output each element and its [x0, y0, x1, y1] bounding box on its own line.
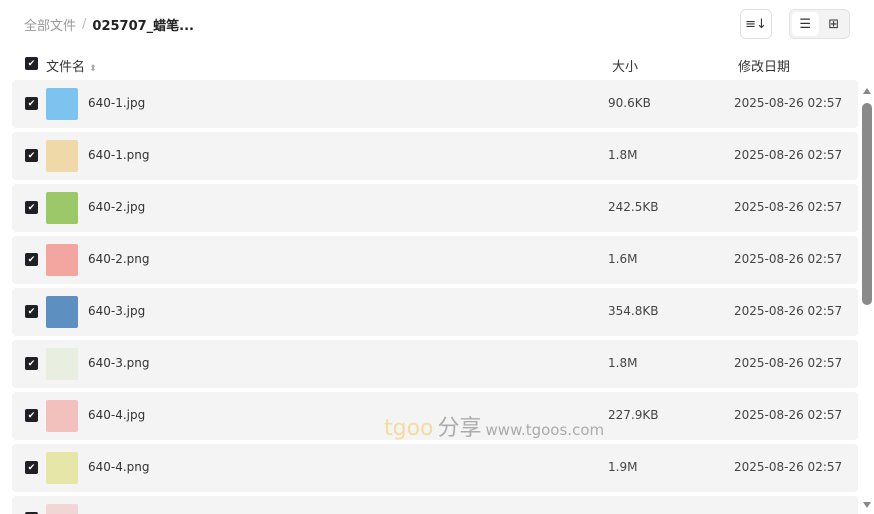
row-checkbox[interactable]: ✔: [25, 305, 38, 318]
row-checkbox[interactable]: ✔: [25, 461, 38, 474]
watermark-logo: tgoo 分享 www.tgoos.com: [384, 410, 604, 442]
file-size: 1.9M: [608, 460, 638, 474]
row-checkbox[interactable]: ✔: [25, 512, 38, 514]
breadcrumb-root[interactable]: 全部文件: [24, 19, 77, 34]
file-thumbnail: [46, 504, 78, 514]
file-name[interactable]: 640-2.jpg: [88, 200, 146, 214]
file-row[interactable]: ✔ 640-1.png 1.8M 2025-08-26 02:57: [12, 132, 858, 180]
sort-button[interactable]: ≡↓: [740, 9, 772, 39]
file-date: 2025-08-26 02:57: [734, 460, 843, 474]
table-header: ✔ 文件名 ⬍ 大小 修改日期: [0, 54, 874, 75]
file-row[interactable]: ✔ 640-4.jpg 227.9KB 2025-08-26 02:57: [12, 392, 858, 440]
watermark-url: www.tgoos.com: [485, 421, 605, 439]
row-checkbox[interactable]: ✔: [25, 149, 38, 162]
file-date: 2025-08-26 02:57: [734, 408, 843, 422]
column-size: 大小: [612, 60, 639, 75]
file-thumbnail: [46, 296, 78, 328]
file-row[interactable]: ✔ 640-3.jpg 354.8KB 2025-08-26 02:57: [12, 288, 858, 336]
file-thumbnail: [46, 140, 78, 172]
file-row[interactable]: ✔ 640-3.png 1.8M 2025-08-26 02:57: [12, 340, 858, 388]
file-size: 1.8M: [608, 356, 638, 370]
row-checkbox[interactable]: ✔: [25, 409, 38, 422]
file-list: ✔ 640-1.jpg 90.6KB 2025-08-26 02:57 ✔ 640…: [12, 80, 858, 514]
file-thumbnail: [46, 400, 78, 432]
file-date: 2025-08-26 02:57: [734, 96, 843, 110]
file-thumbnail: [46, 244, 78, 276]
file-size: 242.5KB: [608, 200, 659, 214]
file-row[interactable]: ✔ 640-2.jpg 242.5KB 2025-08-26 02:57: [12, 184, 858, 232]
grid-view-button[interactable]: ⊞: [821, 12, 848, 36]
file-date: 2025-08-26 02:57: [734, 304, 843, 318]
watermark-text: 分享: [437, 416, 482, 441]
breadcrumb: 全部文件 / 025707_蜡笔...: [24, 15, 194, 34]
row-checkbox[interactable]: ✔: [25, 357, 38, 370]
column-date: 修改日期: [738, 60, 791, 75]
file-name[interactable]: 640-2.png: [88, 252, 150, 266]
file-thumbnail: [46, 192, 78, 224]
breadcrumb-separator: /: [82, 17, 87, 32]
file-size: 354.8KB: [608, 304, 659, 318]
sort-toggle-icon[interactable]: ⬍: [89, 64, 97, 74]
file-name[interactable]: 640-4.png: [88, 460, 150, 474]
file-size: 227.9KB: [608, 408, 659, 422]
list-view-button[interactable]: ☰: [792, 12, 819, 36]
file-name[interactable]: 640-4.jpg: [88, 408, 146, 422]
sort-icon: ≡↓: [745, 16, 767, 32]
file-size: 1.6M: [608, 252, 638, 266]
file-name[interactable]: 640-1.png: [88, 148, 150, 162]
file-date: 2025-08-26 02:57: [734, 252, 843, 266]
watermark-text: tgoo: [384, 416, 434, 441]
file-size: 90.6KB: [608, 96, 651, 110]
select-all-checkbox[interactable]: ✔: [25, 57, 38, 70]
file-row[interactable]: ✔ 640-1.jpg 90.6KB 2025-08-26 02:57: [12, 80, 858, 128]
column-name[interactable]: 文件名 ⬍: [46, 60, 97, 75]
breadcrumb-current: 025707_蜡笔...: [92, 19, 194, 34]
file-size: 1.8M: [608, 148, 638, 162]
file-row[interactable]: ✔: [12, 496, 858, 514]
file-thumbnail: [46, 452, 78, 484]
file-date: 2025-08-26 02:57: [734, 200, 843, 214]
file-thumbnail: [46, 348, 78, 380]
file-row[interactable]: ✔ 640-4.png 1.9M 2025-08-26 02:57: [12, 444, 858, 492]
file-name[interactable]: 640-1.jpg: [88, 96, 146, 110]
scrollbar[interactable]: [862, 86, 872, 510]
file-name[interactable]: 640-3.png: [88, 356, 150, 370]
scroll-down-icon[interactable]: [863, 502, 871, 508]
scrollbar-thumb[interactable]: [862, 103, 872, 305]
file-row[interactable]: ✔ 640-2.png 1.6M 2025-08-26 02:57: [12, 236, 858, 284]
file-name[interactable]: 640-3.jpg: [88, 304, 146, 318]
row-checkbox[interactable]: ✔: [25, 201, 38, 214]
grid-icon: ⊞: [828, 16, 840, 32]
row-checkbox[interactable]: ✔: [25, 97, 38, 110]
list-icon: ☰: [799, 16, 812, 32]
file-thumbnail: [46, 88, 78, 120]
file-date: 2025-08-26 02:57: [734, 356, 843, 370]
scroll-up-icon[interactable]: [863, 88, 871, 94]
row-checkbox[interactable]: ✔: [25, 253, 38, 266]
view-toggle: ☰ ⊞: [789, 9, 850, 39]
file-date: 2025-08-26 02:57: [734, 148, 843, 162]
